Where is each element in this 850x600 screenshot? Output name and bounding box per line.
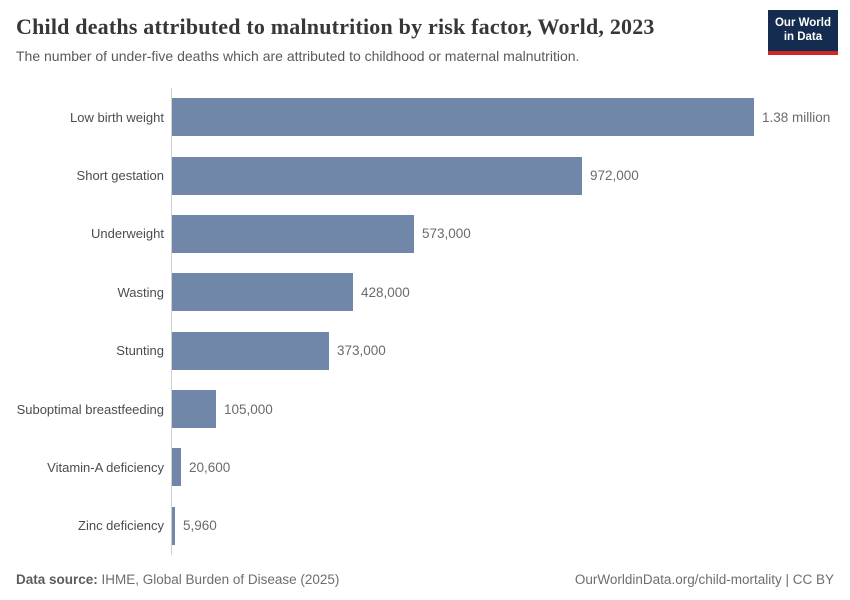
bar-row: Suboptimal breastfeeding 105,000: [16, 380, 834, 438]
bar-row: Zinc deficiency 5,960: [16, 497, 834, 555]
bar-chart: Low birth weight 1.38 million Short gestat…: [16, 88, 834, 555]
bar[interactable]: [172, 331, 329, 370]
value-label: 428,000: [361, 284, 410, 300]
bar-zone: 20,600: [171, 438, 834, 496]
bar[interactable]: [172, 273, 353, 312]
category-label: Vitamin-A deficiency: [47, 459, 164, 475]
bar-zone: 428,000: [171, 263, 834, 321]
bar[interactable]: [172, 448, 181, 487]
category-label: Stunting: [116, 343, 164, 359]
page-title: Child deaths attributed to malnutrition …: [16, 14, 655, 39]
category-label: Wasting: [117, 284, 164, 300]
bar-row: Underweight 573,000: [16, 205, 834, 263]
chart-rows: Low birth weight 1.38 million Short gestat…: [16, 88, 834, 555]
category-label: Zinc deficiency: [78, 518, 164, 534]
bar[interactable]: [172, 506, 175, 545]
category-label: Suboptimal breastfeeding: [16, 401, 164, 417]
value-label: 20,600: [189, 459, 231, 475]
bar[interactable]: [172, 390, 216, 429]
value-label: 972,000: [590, 168, 639, 184]
credit-link[interactable]: OurWorldinData.org/child-mortality | CC …: [574, 572, 834, 587]
owid-logo-line2: in Data: [783, 31, 823, 44]
data-source-label: Data source:: [16, 572, 98, 587]
category-label: Low birth weight: [70, 109, 164, 125]
bar-zone: 972,000: [171, 146, 834, 204]
bar-zone: 573,000: [171, 205, 834, 263]
category-label: Short gestation: [76, 168, 164, 184]
bar-row: Stunting 373,000: [16, 322, 834, 380]
value-label: 1.38 million: [762, 109, 831, 125]
category-label: Underweight: [91, 226, 164, 242]
chart-footer: Data source: IHME, Global Burden of Dise…: [16, 572, 834, 587]
bar-zone: 1.38 million: [171, 88, 834, 146]
bar-row: Low birth weight 1.38 million: [16, 88, 834, 146]
y-axis-line: [171, 88, 172, 555]
owid-logo[interactable]: Our World in Data: [767, 10, 838, 55]
chart-header: Child deaths attributed to malnutrition …: [0, 0, 850, 64]
bar[interactable]: [172, 214, 414, 253]
owid-logo-line1: Our World: [774, 17, 831, 29]
bar-zone: 5,960: [171, 497, 834, 555]
bar[interactable]: [172, 98, 754, 137]
value-label: 5,960: [183, 518, 217, 534]
bar-zone: 373,000: [171, 322, 834, 380]
bar[interactable]: [172, 156, 582, 195]
bar-row: Wasting 428,000: [16, 263, 834, 321]
bar-row: Short gestation 972,000: [16, 146, 834, 204]
data-source-note: Data source: IHME, Global Burden of Dise…: [16, 572, 339, 587]
chart-subtitle: The number of under-five deaths which ar…: [16, 48, 580, 64]
bar-zone: 105,000: [171, 380, 834, 438]
value-label: 373,000: [337, 343, 386, 359]
bar-row: Vitamin-A deficiency 20,600: [16, 438, 834, 496]
value-label: 573,000: [422, 226, 471, 242]
data-source-text: IHME, Global Burden of Disease (2025): [97, 572, 340, 587]
value-label: 105,000: [224, 401, 273, 417]
